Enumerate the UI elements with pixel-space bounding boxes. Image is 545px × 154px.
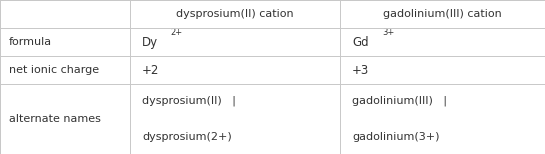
Text: 3+: 3+ (382, 28, 394, 37)
Text: alternate names: alternate names (9, 114, 101, 124)
Text: dysprosium(II) cation: dysprosium(II) cation (176, 9, 294, 19)
Text: +2: +2 (142, 63, 159, 77)
Text: dysprosium(II)   |: dysprosium(II) | (142, 95, 236, 106)
Text: dysprosium(2+): dysprosium(2+) (142, 132, 232, 142)
Text: net ionic charge: net ionic charge (9, 65, 99, 75)
Text: gadolinium(III) cation: gadolinium(III) cation (383, 9, 502, 19)
Text: gadolinium(3+): gadolinium(3+) (352, 132, 439, 142)
Text: +3: +3 (352, 63, 370, 77)
Text: Gd: Gd (352, 36, 368, 49)
Text: 2+: 2+ (171, 28, 183, 37)
Text: formula: formula (9, 37, 52, 47)
Text: gadolinium(III)   |: gadolinium(III) | (352, 95, 447, 106)
Text: Dy: Dy (142, 36, 158, 49)
